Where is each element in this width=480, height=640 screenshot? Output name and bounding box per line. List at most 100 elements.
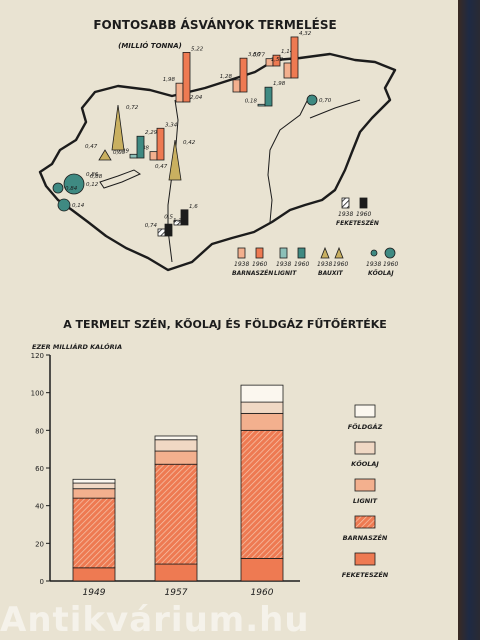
- bauxite-1960-swatch: [334, 246, 344, 259]
- legend-swatch: [354, 404, 376, 418]
- oil-label: 0,70: [319, 98, 332, 104]
- bar-label-1960: 3,34: [165, 122, 178, 128]
- oil-circle: [57, 198, 71, 212]
- bar-label-1938: 0,74: [145, 223, 158, 229]
- lignit-legend-label: LIGNIT: [274, 270, 297, 277]
- feketeszen-1960-swatch: [359, 197, 368, 209]
- bar-label-1938: 1,98: [163, 77, 176, 83]
- legend-label: FEKETESZÉN: [342, 570, 389, 579]
- bar-segment-lignit: [240, 412, 284, 431]
- chart-title: A TERMELT SZÉN, KŐOLAJ ÉS FÖLDGÁZ FŰTŐÉR…: [63, 317, 387, 331]
- minerals-map: FONTOSABB ÁSVÁNYOK TERMELÉSE (MILLIÓ TON…: [38, 17, 398, 277]
- bar-1960-barnaszen: [290, 36, 299, 79]
- bar-segment-kőolaj: [240, 401, 284, 414]
- bauxite-triangle: [168, 139, 182, 181]
- bar-label-1960: 5,22: [191, 46, 204, 52]
- bar-segment-feketeszén: [72, 567, 116, 582]
- oil-circle: [306, 94, 318, 106]
- bar-label-1960: 4,32: [299, 31, 312, 37]
- bar-1938-barnaszen: [283, 62, 292, 79]
- y-tick-label: 100: [31, 390, 44, 398]
- bar-label-1960: 1,6: [189, 204, 198, 210]
- legend-label: KŐOLAJ: [351, 459, 379, 468]
- chart-marks: 0 20 40 60 80 100 120 1949 1957 1960: [31, 352, 284, 598]
- bar-segment-barnaszén: [240, 429, 284, 559]
- lignit-year1: 1938: [276, 261, 291, 268]
- oil-circle: [63, 173, 85, 195]
- x-tick-label: 1960: [251, 588, 274, 598]
- oil-1938-swatch: [370, 249, 378, 257]
- energy-chart: A TERMELT SZÉN, KŐOLAJ ÉS FÖLDGÁZ FŰTŐÉR…: [31, 317, 389, 598]
- y-tick-label: 40: [35, 503, 44, 511]
- bar-label-1938: 0,39: [117, 148, 130, 154]
- bar-1938-barnaszen: [232, 79, 241, 93]
- oil-label: 0,84: [65, 186, 78, 192]
- bar-segment-barnaszén: [72, 497, 116, 569]
- bar-segment-kőolaj: [72, 482, 116, 490]
- bar-label-1938: 1,58: [271, 57, 284, 63]
- chart-legend: FÖLDGÁZ KŐOLAJ LIGNIT BARNASZÉN FEKETESZÉN: [342, 404, 389, 579]
- oil-legend-label: KŐOLAJ: [368, 270, 394, 277]
- bar-label-1960: 2,29: [145, 130, 158, 136]
- bar-1960-lignit: [264, 86, 273, 107]
- bar-segment-lignit: [72, 488, 116, 499]
- bauxite-label: 0,42: [183, 140, 196, 146]
- bar-label-1938: 0,18: [245, 98, 258, 104]
- bauxite-label: 0,47: [85, 144, 98, 150]
- bar-1960-feketeszen: [164, 223, 173, 237]
- x-tick-label: 1949: [83, 588, 106, 598]
- y-tick-label: 0: [40, 578, 44, 586]
- bar-label-1960: 3,56: [248, 52, 261, 58]
- bar-segment-lignit: [154, 450, 198, 465]
- y-axis-label: EZER MILLIÁRD KALÓRIA: [32, 342, 122, 351]
- bar-segment-földgáz: [154, 435, 198, 441]
- y-tick-label: 120: [31, 352, 44, 360]
- river-tisza-branch: [309, 99, 361, 119]
- barnaszen-year2: 1960: [252, 261, 267, 268]
- lignit-1960-swatch: [297, 247, 306, 259]
- bauxite-1938-swatch: [320, 246, 330, 259]
- bar-1938-barnaszen: [175, 82, 184, 103]
- bar-1938-lignit: [129, 153, 138, 159]
- y-tick-label: 20: [35, 540, 44, 548]
- map-title: FONTOSABB ÁSVÁNYOK TERMELÉSE: [93, 17, 336, 32]
- bauxite-year2: 1960: [333, 261, 348, 268]
- lignit-year2: 1960: [294, 261, 309, 268]
- x-tick-label: 1957: [165, 588, 188, 598]
- bar-label-1938: 1,28: [220, 74, 233, 80]
- feketeszen-1938-swatch: [341, 197, 350, 209]
- feketeszen-year2: 1960: [356, 211, 371, 218]
- feketeszen-year1: 1938: [338, 211, 353, 218]
- bar-label-1938: 0,5: [164, 214, 173, 220]
- bar-segment-földgáz: [72, 478, 116, 484]
- legend-label: BARNASZÉN: [343, 533, 388, 542]
- book-spine: [458, 0, 480, 640]
- legend-swatch: [354, 478, 376, 492]
- bar-label-1960: 1,14: [281, 49, 294, 55]
- legend-swatch: [354, 552, 376, 566]
- barnaszen-legend-label: BARNASZÉN: [232, 269, 273, 277]
- bar-1938-barnaszen: [149, 151, 158, 161]
- y-tick-label: 60: [35, 465, 44, 473]
- bar-segment-barnaszén: [154, 463, 198, 565]
- map-symbols: 1,98 5,22 1,28 3,560,77 1,14 1,58 4,32 0,88 3,34…: [52, 31, 332, 237]
- bar-label-1938: 0,77: [253, 53, 266, 59]
- bauxite-triangle: [111, 104, 125, 151]
- bar-segment-feketeszén: [240, 557, 284, 582]
- oil-1960-swatch: [384, 247, 396, 259]
- bar-segment-földgáz: [240, 384, 284, 403]
- legend-swatch: [354, 441, 376, 455]
- bauxite-label: 0,47: [155, 164, 168, 170]
- river-tisza: [267, 94, 311, 223]
- legend-label: FÖLDGÁZ: [348, 422, 383, 431]
- map-label: 2,04: [190, 95, 203, 101]
- bar-segment-kőolaj: [154, 439, 198, 452]
- oil-label: 0,12: [86, 182, 99, 188]
- bar-label-1960: 1,98: [273, 81, 286, 87]
- bauxite-legend-label: BAUXIT: [318, 270, 344, 277]
- bar-1960-lignit: [136, 135, 145, 159]
- bar-1960-barnaszen: [239, 57, 248, 93]
- barnaszen-1960-swatch: [255, 247, 264, 259]
- oil-label: 0,14: [72, 203, 85, 209]
